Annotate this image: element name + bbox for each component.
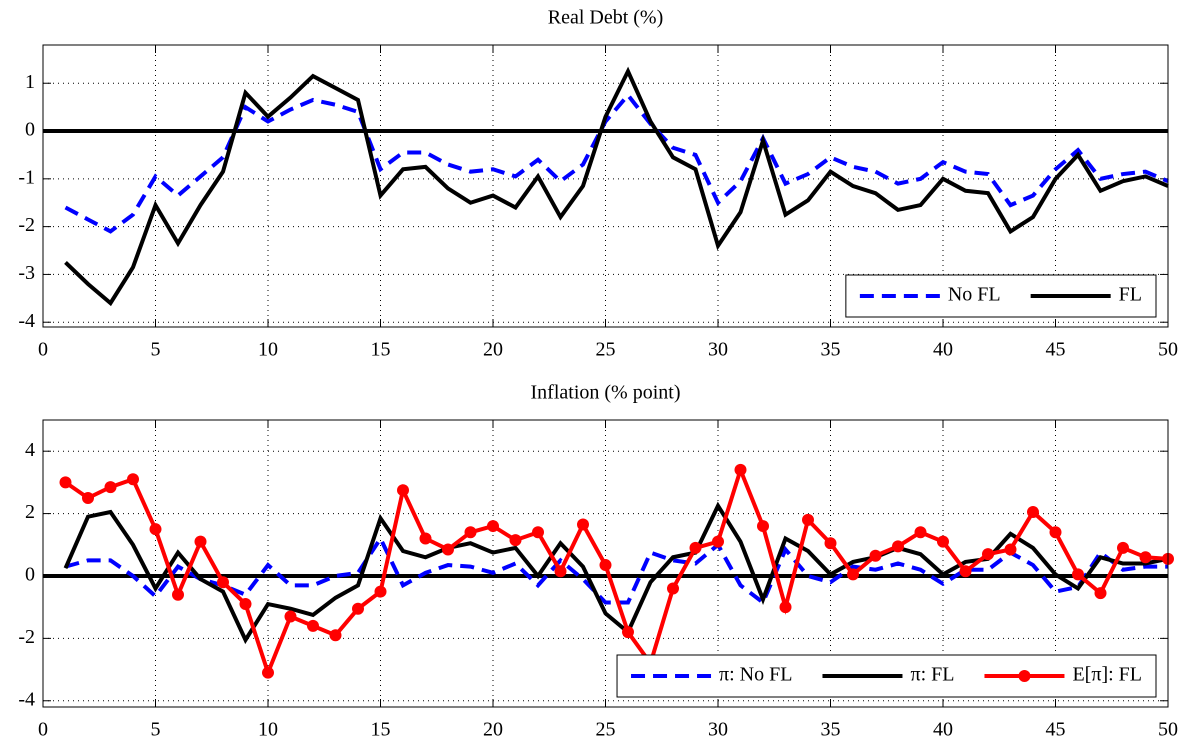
- series-marker: [442, 543, 454, 556]
- y-tick-label: -3: [18, 262, 35, 284]
- series-marker: [667, 582, 679, 595]
- x-tick-label: 35: [821, 339, 841, 361]
- series-marker: [689, 541, 702, 554]
- legend-label: No FL: [948, 284, 1001, 306]
- x-tick-label: 45: [1046, 719, 1066, 741]
- y-tick-label: -1: [18, 166, 35, 188]
- legend: No FL FL: [845, 274, 1157, 318]
- series-marker: [104, 481, 117, 494]
- series-marker: [149, 523, 162, 536]
- legend: π: No FL π: FL E[π]: FL: [616, 654, 1157, 698]
- series-marker: [262, 666, 274, 679]
- x-tick-label: 40: [933, 719, 953, 741]
- series-marker: [847, 568, 859, 581]
- series-marker: [82, 491, 94, 504]
- series-marker: [194, 535, 207, 548]
- x-tick-label: 10: [258, 339, 278, 361]
- series-marker: [374, 585, 387, 598]
- series-line: [64, 66, 1169, 307]
- series-marker: [959, 565, 972, 578]
- series-marker: [352, 602, 364, 615]
- series-marker: [397, 484, 409, 497]
- series-line: [64, 534, 1168, 606]
- legend-label: π: FL: [910, 664, 954, 686]
- series-marker: [869, 549, 882, 562]
- legend-label: π: No FL: [719, 664, 792, 686]
- x-tick-label: 0: [38, 339, 48, 361]
- x-tick-label: 5: [151, 719, 161, 741]
- series-marker: [217, 576, 229, 589]
- series-marker: [824, 537, 837, 550]
- series-marker: [802, 513, 814, 526]
- x-tick-label: 30: [708, 719, 728, 741]
- series-marker: [487, 520, 499, 533]
- series-marker: [172, 588, 184, 601]
- series-line: [64, 92, 1169, 234]
- series-marker: [1049, 526, 1062, 539]
- y-tick-label: 0: [25, 564, 35, 586]
- series-marker: [914, 526, 927, 539]
- series-marker: [239, 598, 252, 611]
- x-tick-label: 5: [151, 339, 161, 361]
- series-marker: [532, 526, 544, 539]
- series-marker: [712, 535, 724, 548]
- x-tick-label: 50: [1158, 719, 1178, 741]
- series-marker: [329, 629, 342, 642]
- series-marker: [554, 565, 567, 578]
- y-tick-label: 2: [25, 501, 35, 523]
- chart-title: Inflation (% point): [531, 382, 681, 404]
- x-tick-label: 35: [821, 719, 841, 741]
- x-tick-label: 30: [708, 339, 728, 361]
- x-tick-label: 20: [483, 339, 503, 361]
- series-marker: [59, 476, 72, 489]
- y-tick-label: 4: [25, 439, 35, 461]
- x-tick-label: 10: [258, 719, 278, 741]
- series-marker: [1027, 506, 1039, 519]
- series-marker: [419, 532, 432, 545]
- legend-marker: [1018, 670, 1031, 682]
- x-tick-label: 25: [596, 719, 616, 741]
- y-tick-label: 1: [25, 71, 35, 93]
- series-marker: [1094, 587, 1107, 600]
- x-tick-label: 0: [38, 719, 48, 741]
- y-tick-label: -4: [18, 688, 35, 710]
- y-tick-label: -2: [18, 214, 35, 236]
- series-marker: [734, 463, 747, 476]
- series-marker: [1004, 543, 1017, 556]
- series-marker: [509, 534, 522, 547]
- series-marker: [892, 540, 904, 553]
- series-marker: [577, 518, 589, 531]
- x-tick-label: 45: [1046, 339, 1066, 361]
- series-marker: [982, 548, 994, 561]
- x-tick-label: 25: [596, 339, 616, 361]
- y-tick-label: 0: [25, 119, 35, 141]
- series-marker: [937, 535, 949, 548]
- series-marker: [464, 526, 477, 539]
- series-marker: [779, 601, 792, 614]
- series-marker: [127, 473, 139, 486]
- series-marker: [1139, 551, 1152, 564]
- plot-frame: [42, 419, 1169, 708]
- chart-title: Real Debt (%): [548, 7, 664, 29]
- series-marker: [1072, 568, 1084, 581]
- series-marker: [1117, 541, 1129, 554]
- series-marker: [284, 610, 297, 623]
- y-tick-label: -2: [18, 626, 35, 648]
- series-marker: [599, 559, 612, 572]
- x-tick-label: 15: [371, 339, 391, 361]
- x-tick-label: 20: [483, 719, 503, 741]
- legend-label: E[π]: FL: [1072, 664, 1142, 686]
- legend-label: FL: [1119, 284, 1142, 306]
- x-tick-label: 50: [1158, 339, 1178, 361]
- plot-frame: [42, 44, 1169, 328]
- y-tick-label: -4: [18, 310, 35, 332]
- series-marker: [757, 520, 769, 533]
- x-tick-label: 40: [933, 339, 953, 361]
- series-marker: [307, 619, 319, 632]
- series-marker: [622, 626, 634, 639]
- x-tick-label: 15: [371, 719, 391, 741]
